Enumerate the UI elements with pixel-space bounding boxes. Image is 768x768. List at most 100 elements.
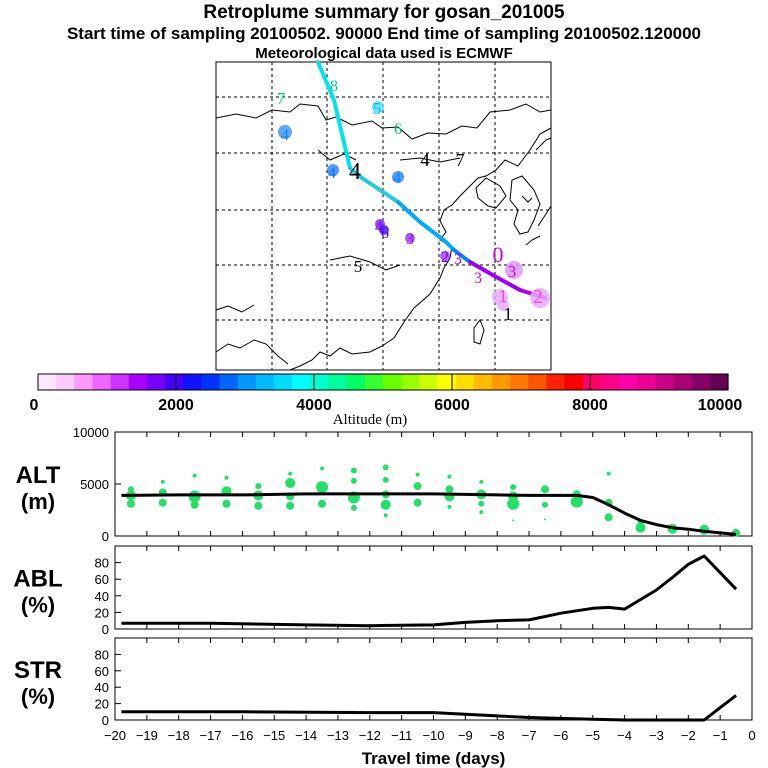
colorbar-label: Altitude (m) — [333, 412, 408, 428]
age-label: 4 — [328, 165, 336, 182]
colorbar-frame — [37, 373, 729, 391]
altitude-cluster-marker — [320, 466, 325, 471]
colorbar-cell — [582, 374, 602, 390]
x-tick-label: −5 — [585, 728, 600, 743]
series-line — [121, 694, 738, 722]
age-label: 4 — [393, 170, 401, 187]
age-label: 4 — [349, 159, 361, 185]
altitude-cluster-marker — [512, 519, 515, 522]
x-tick-label: −10 — [422, 728, 444, 743]
colorbar-cell — [455, 374, 475, 390]
y-tick-label: 40 — [95, 680, 109, 695]
colorbar-ticks: 0 2000 4000 6000 8000 10000 — [30, 374, 742, 414]
trajectory-segment — [396, 200, 456, 252]
colorbar-cell — [74, 374, 94, 390]
colorbar-cell — [510, 374, 529, 390]
trajectory-cluster-marker — [505, 261, 523, 279]
altitude-cluster-marker — [635, 522, 646, 533]
colorbar-cell — [92, 374, 112, 390]
panel-ylabel-unit: (m) — [21, 489, 55, 514]
age-label: 1 — [499, 286, 508, 306]
altitude-cluster-marker — [288, 471, 293, 476]
colorbar-cell — [56, 374, 75, 390]
colorbar-cell — [310, 374, 330, 390]
x-tick-label: −6 — [553, 728, 568, 743]
colorbar-cells — [38, 374, 729, 390]
trajectory-cluster-marker — [392, 171, 404, 183]
colorbar-tick-label: 4000 — [296, 397, 332, 414]
altitude-cluster-marker — [604, 513, 613, 522]
colorbar-cell — [328, 374, 348, 390]
colorbar-cell — [38, 374, 57, 390]
x-tick-label: −9 — [458, 728, 473, 743]
altitude-cluster-marker — [383, 513, 388, 518]
colorbar-cell — [383, 374, 402, 390]
altitude-cluster-marker — [285, 477, 296, 488]
altitude-cluster-marker — [382, 464, 389, 471]
x-tick-label: −17 — [200, 728, 222, 743]
y-tick-label: 60 — [95, 664, 109, 679]
age-label: 3 — [454, 251, 462, 268]
colorbar-tick-label: 2000 — [158, 397, 194, 414]
altitude-cluster-marker — [254, 501, 263, 510]
colorbar-cell — [128, 374, 148, 390]
trajectory-segment — [348, 166, 400, 204]
colorbar-cell — [691, 374, 711, 390]
altitude-cluster-marker — [447, 474, 452, 479]
colorbar-tick-label: 6000 — [434, 397, 470, 414]
panel-ylabel: ABL — [13, 566, 62, 593]
colorbar-cell — [364, 374, 384, 390]
altitude-cluster-marker — [350, 504, 357, 511]
y-tick-label: 0 — [102, 622, 109, 637]
colorbar-cell — [346, 374, 366, 390]
altitude-cluster-marker — [541, 501, 548, 508]
trajectory-cluster-marker — [440, 251, 450, 261]
age-label: 4 — [281, 127, 289, 144]
colorbar-cell — [255, 374, 275, 390]
age-label: 4 — [375, 219, 383, 236]
panel-frame — [114, 431, 753, 537]
age-label: 3 — [474, 270, 482, 287]
altitude-cluster-marker — [606, 471, 611, 476]
trajectory-cluster-marker — [327, 164, 339, 176]
trajectory-cluster-marker — [497, 299, 509, 311]
age-label: 3 — [406, 231, 414, 248]
series-line — [121, 492, 737, 536]
y-tick-label: 0 — [102, 529, 109, 544]
age-label: 1 — [504, 304, 513, 324]
time-series-panels: ALT(m)0500010000ABL(%)020406080STR(%)020… — [13, 425, 755, 768]
altitude-cluster-marker — [479, 479, 484, 484]
altitude-cluster-marker — [286, 501, 295, 510]
colorbar-cell — [564, 374, 584, 390]
colorbar-cell — [619, 374, 638, 390]
altitude-cluster-marker — [413, 482, 422, 491]
trajectory-cluster-marker — [530, 288, 550, 308]
altitude-cluster-marker — [350, 477, 357, 484]
colorbar-cell — [600, 374, 620, 390]
sampling-times: Start time of sampling 20100502. 90000 E… — [66, 24, 702, 43]
y-tick-label: 40 — [95, 589, 109, 604]
colorbar-cell — [528, 374, 548, 390]
colorbar-cell — [491, 374, 511, 390]
altitude-cluster-marker — [255, 483, 262, 490]
altitude-cluster-marker — [160, 479, 165, 484]
x-tick-label: −1 — [713, 728, 728, 743]
x-tick-label: −11 — [391, 728, 412, 743]
x-tick-label: −8 — [490, 728, 505, 743]
colorbar-cell — [437, 374, 457, 390]
altitude-cluster-marker — [445, 485, 454, 494]
trajectory-cluster-marker — [372, 101, 384, 113]
x-tick-label: −19 — [136, 728, 158, 743]
colorbar-cell — [292, 374, 311, 390]
panel-frame — [114, 637, 753, 721]
x-tick-label: −20 — [104, 728, 126, 743]
map-gridlines — [216, 62, 551, 370]
altitude-cluster-marker — [126, 499, 135, 508]
trajectory-cluster-marker — [379, 225, 389, 235]
colorbar-cell — [401, 374, 420, 390]
y-tick-label: 0 — [102, 713, 109, 728]
altitude-cluster-marker — [507, 497, 520, 510]
y-tick-label: 5000 — [80, 477, 109, 492]
